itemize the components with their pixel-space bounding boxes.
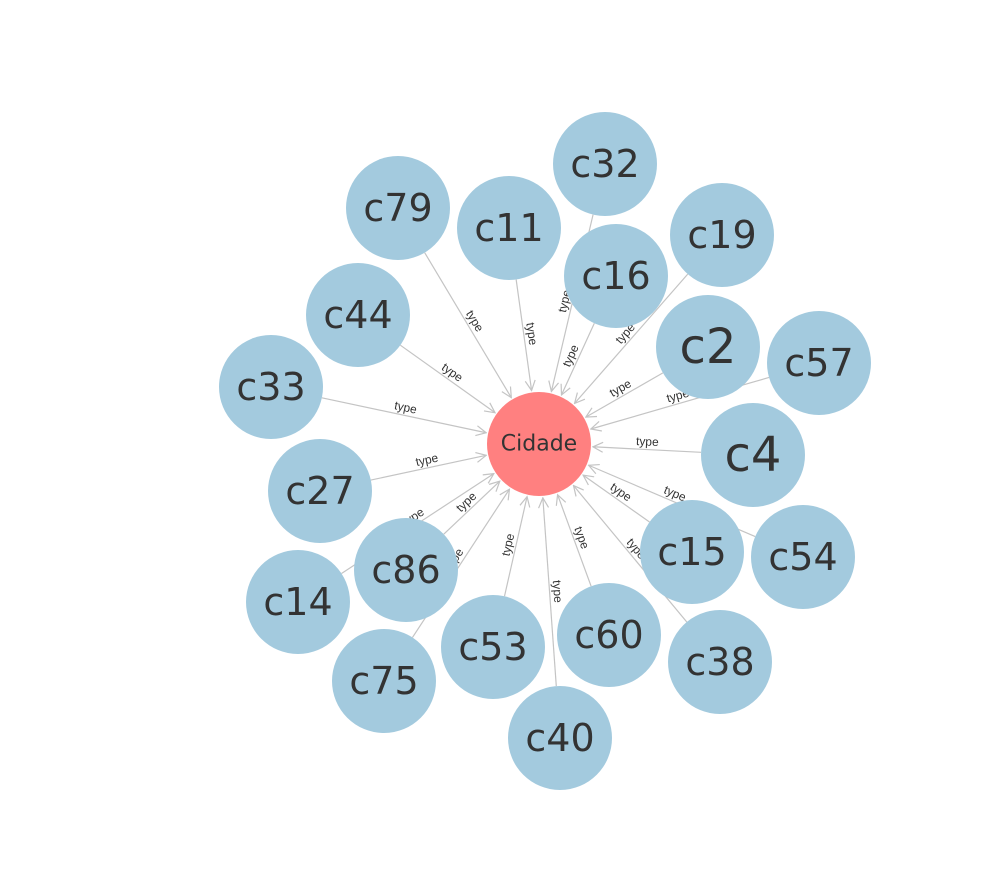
edge-label-c27: type (414, 451, 439, 470)
node-c2-label: c2 (680, 319, 737, 375)
node-c14-label: c14 (263, 580, 332, 624)
node-c33-circle (219, 335, 323, 439)
node-c44[interactable]: c44 (306, 263, 410, 367)
edge-label-c53: type (499, 532, 518, 558)
edge-label-c40: type (550, 580, 566, 604)
node-c14[interactable]: c14 (246, 550, 350, 654)
node-c15[interactable]: c15 (640, 500, 744, 604)
edge-c60-cidade (558, 495, 592, 587)
node-c38[interactable]: c38 (668, 610, 772, 714)
node-c14-circle (246, 550, 350, 654)
node-c27-label: c27 (285, 469, 354, 513)
edge-label-c44: type (439, 360, 466, 385)
edge-label-c16: type (560, 342, 582, 369)
nodes-layer: c79 c11 c32 c16 c19 c2 c57 c44 c33 c27 c4 c54 c15 c86… (219, 112, 871, 790)
node-c86-circle (354, 518, 458, 622)
edge-label-c33: type (393, 398, 418, 416)
node-c79[interactable]: c79 (346, 156, 450, 260)
node-c19-label: c19 (687, 213, 756, 257)
node-c33[interactable]: c33 (219, 335, 323, 439)
edge-c4-cidade (593, 447, 702, 453)
node-c27[interactable]: c27 (268, 439, 372, 543)
node-c32-label: c32 (570, 142, 639, 186)
node-c38-label: c38 (685, 640, 754, 684)
node-c57-circle (767, 311, 871, 415)
node-c79-label: c79 (363, 186, 432, 230)
node-cidade-circle (487, 392, 591, 496)
edge-c44-cidade (399, 344, 495, 412)
edge-c33-cidade (321, 397, 486, 433)
node-c54-label: c54 (768, 535, 837, 579)
node-c4-circle (701, 403, 805, 507)
node-c54-circle (751, 505, 855, 609)
node-c75-label: c75 (349, 659, 418, 703)
node-c44-circle (306, 263, 410, 367)
node-c79-circle (346, 156, 450, 260)
node-c60-circle (557, 583, 661, 687)
edge-label-c79: type (463, 308, 487, 335)
node-cidade[interactable]: Cidade (487, 392, 591, 496)
node-c57[interactable]: c57 (767, 311, 871, 415)
edge-label-c4: type (636, 434, 660, 449)
edge-c79-cidade (424, 252, 512, 398)
node-c40-label: c40 (525, 716, 594, 760)
node-c53-circle (441, 595, 545, 699)
node-c32-circle (553, 112, 657, 216)
node-c11-label: c11 (474, 206, 543, 250)
node-c2[interactable]: c2 (656, 295, 760, 399)
node-c38-circle (668, 610, 772, 714)
node-c15-circle (640, 500, 744, 604)
edge-c27-cidade (370, 455, 486, 481)
edge-c38-cidade (573, 486, 688, 623)
edge-c19-cidade (575, 273, 689, 403)
edge-c11-cidade (515, 279, 531, 391)
node-c33-label: c33 (236, 365, 305, 409)
node-c16[interactable]: c16 (564, 224, 668, 328)
node-c16-circle (564, 224, 668, 328)
node-c15-label: c15 (657, 530, 726, 574)
node-c86[interactable]: c86 (354, 518, 458, 622)
edge-label-c2: type (607, 376, 634, 400)
node-c2-circle (656, 295, 760, 399)
node-c19[interactable]: c19 (670, 183, 774, 287)
node-c4[interactable]: c4 (701, 403, 805, 507)
node-c27-circle (268, 439, 372, 543)
node-c60-label: c60 (574, 613, 643, 657)
node-c40[interactable]: c40 (508, 686, 612, 790)
node-c86-label: c86 (371, 548, 440, 592)
node-c60[interactable]: c60 (557, 583, 661, 687)
node-c57-label: c57 (784, 341, 853, 385)
node-c53-label: c53 (458, 625, 527, 669)
node-c19-circle (670, 183, 774, 287)
node-c40-circle (508, 686, 612, 790)
edge-label-c11: type (523, 322, 540, 347)
edge-label-c86: type (453, 489, 479, 515)
node-c53[interactable]: c53 (441, 595, 545, 699)
node-c75-circle (332, 629, 436, 733)
edge-c53-cidade (503, 497, 527, 597)
edge-c2-cidade (586, 372, 664, 417)
edge-c16-cidade (561, 323, 595, 395)
edge-label-c60: type (571, 525, 592, 551)
node-c11-circle (457, 176, 561, 280)
edge-c15-cidade (583, 475, 650, 523)
node-c4-label: c4 (725, 427, 782, 483)
node-c32[interactable]: c32 (553, 112, 657, 216)
node-c54[interactable]: c54 (751, 505, 855, 609)
edge-c40-cidade (543, 498, 557, 687)
edge-c86-cidade (443, 481, 500, 535)
node-c75[interactable]: c75 (332, 629, 436, 733)
node-c44-label: c44 (323, 293, 392, 337)
node-cidade-label: Cidade (501, 432, 577, 457)
node-c11[interactable]: c11 (457, 176, 561, 280)
node-c16-label: c16 (581, 254, 650, 298)
